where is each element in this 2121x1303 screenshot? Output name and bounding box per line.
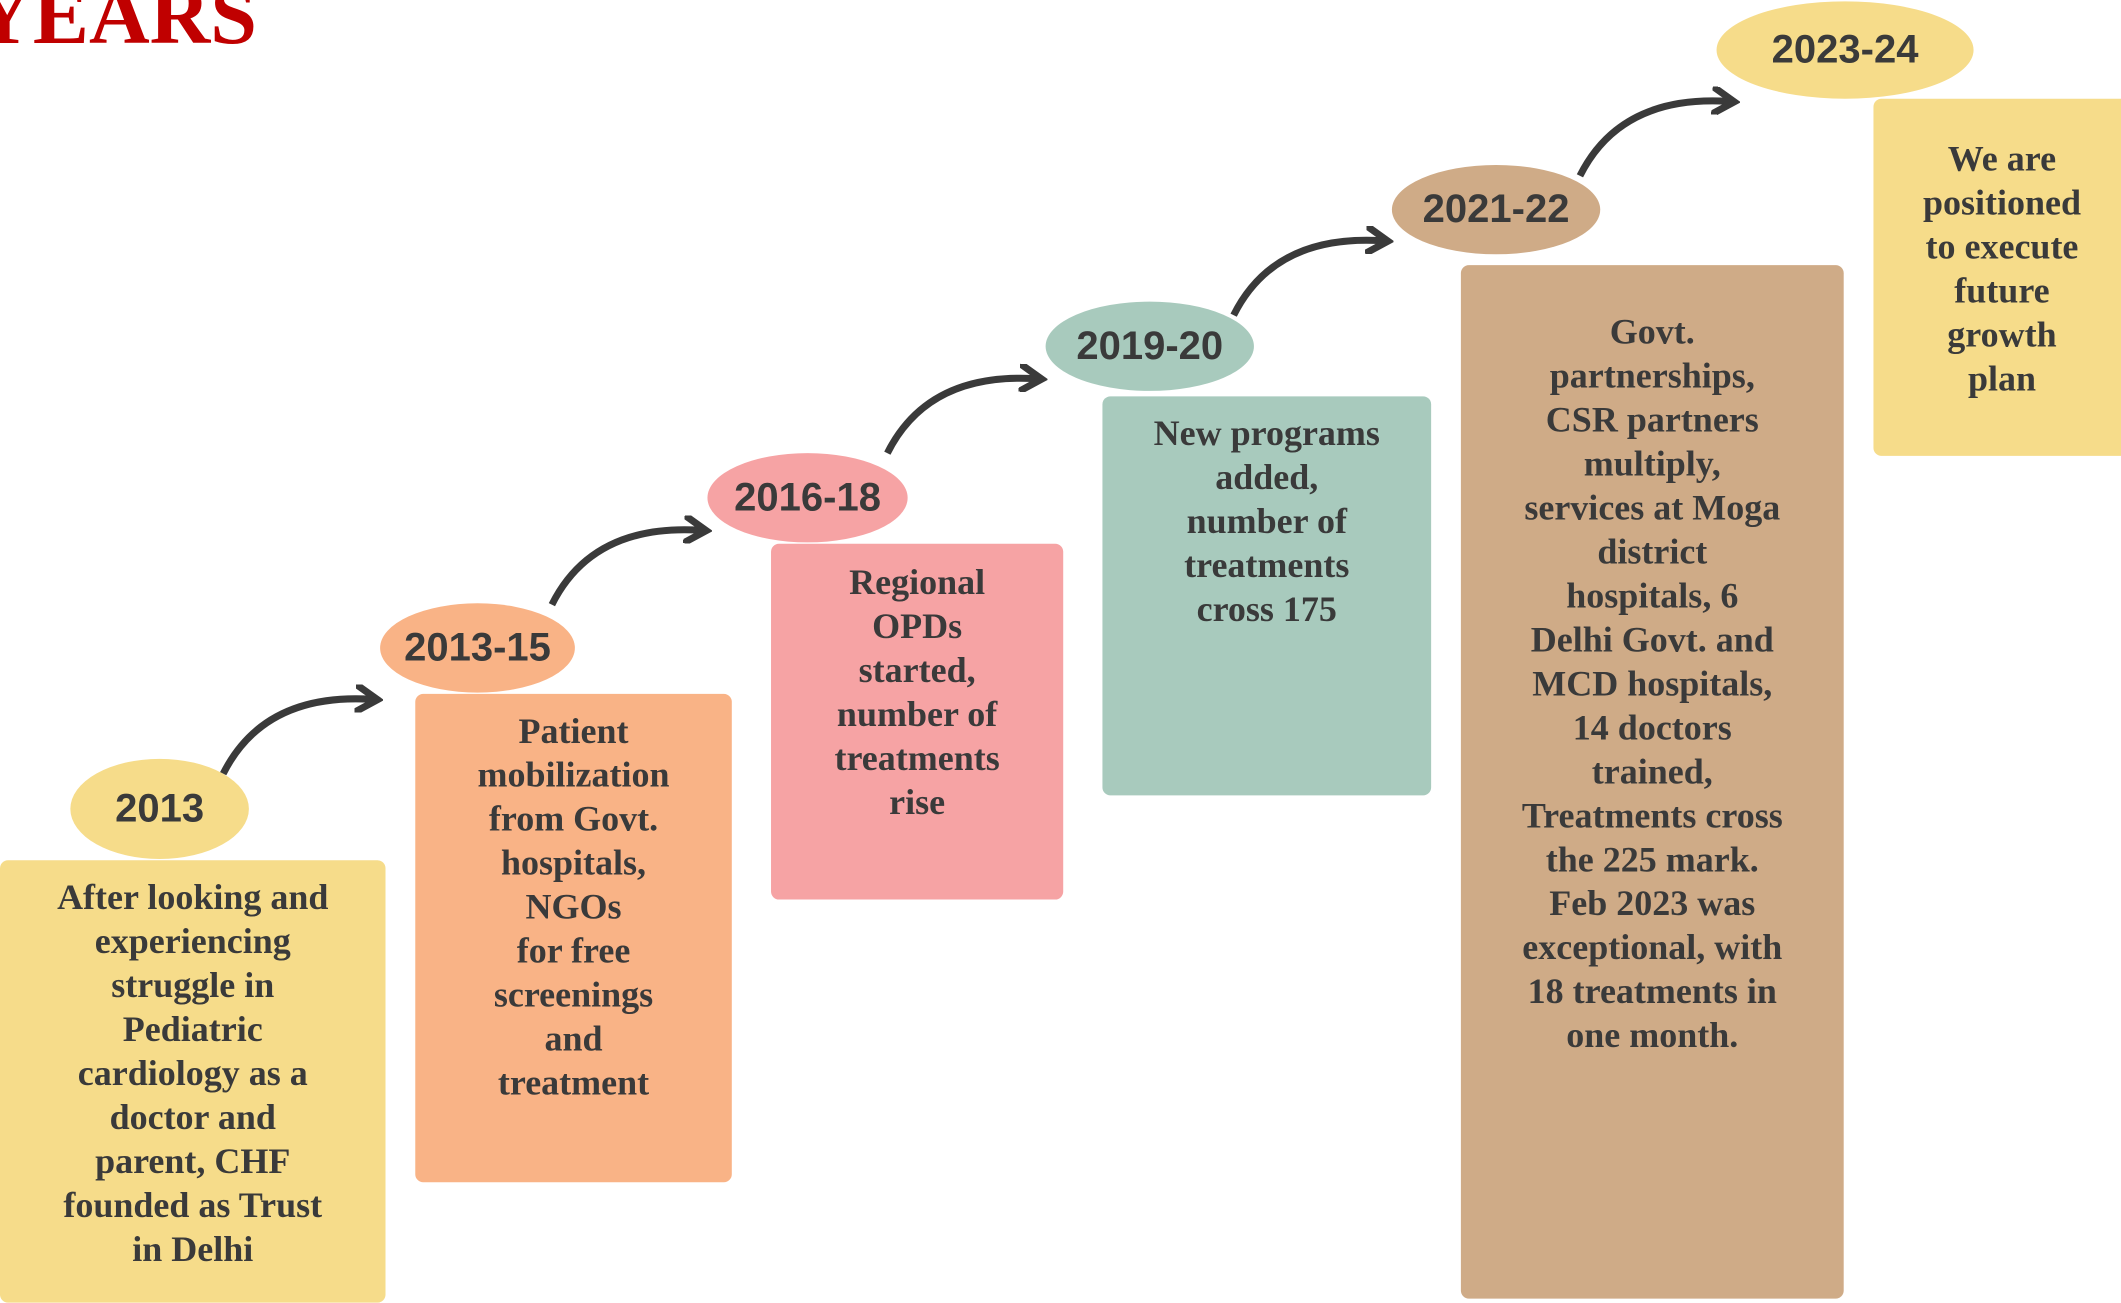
step-text: CSR partners — [1546, 400, 1759, 440]
step-text: founded as Trust — [63, 1185, 322, 1225]
step-box — [1102, 396, 1432, 796]
year-label: 2016-18 — [734, 475, 881, 519]
step-text: plan — [1968, 358, 2036, 398]
year-badge — [1045, 301, 1254, 391]
step-text: exceptional, with — [1522, 927, 1782, 967]
step-box — [415, 693, 732, 1183]
year-label: 2013 — [115, 786, 204, 830]
step-box — [1460, 265, 1844, 1299]
step-text: treatments — [834, 738, 999, 778]
step-text: New programs — [1154, 413, 1380, 453]
year-badge — [1391, 165, 1601, 255]
step-text: hospitals, — [501, 843, 646, 883]
step-text: number of — [837, 694, 998, 734]
step-text: multiply, — [1584, 444, 1721, 484]
step-text: services at Moga — [1524, 488, 1780, 528]
step-text: from Govt. — [489, 799, 658, 839]
step-text: MCD hospitals, — [1532, 663, 1772, 703]
step-text: screenings — [494, 975, 653, 1015]
step-text: to execute — [1926, 227, 2079, 267]
step-text: Pediatric — [123, 1009, 263, 1049]
step-box — [1873, 98, 2121, 456]
year-badge — [707, 453, 908, 543]
step-text: partnerships, — [1550, 356, 1755, 396]
step-text: and — [545, 1019, 603, 1059]
arrow — [1576, 101, 1729, 178]
step-text: treatments — [1184, 545, 1349, 585]
step-text: future — [1954, 270, 2049, 310]
step-text: OPDs — [872, 606, 962, 646]
step-text: number of — [1187, 501, 1348, 541]
step-text: treatment — [498, 1062, 649, 1102]
step-text: added, — [1215, 457, 1318, 497]
year-badge — [380, 603, 575, 693]
step-text: parent, CHF — [95, 1141, 290, 1181]
step-text: Govt. — [1610, 312, 1695, 352]
step-text: one month. — [1566, 1015, 1738, 1055]
year-label: 2019-20 — [1076, 324, 1223, 368]
year-badge — [1716, 1, 1974, 99]
step-text: Delhi Govt. and — [1531, 619, 1774, 659]
arrow — [884, 378, 1036, 455]
step-text: hospitals, 6 — [1566, 576, 1738, 616]
step-text: Feb 2023 was — [1549, 883, 1755, 923]
step-text: We are — [1948, 139, 2056, 179]
step-text: started, — [859, 650, 976, 690]
step-text: 14 doctors — [1573, 707, 1732, 747]
year-label: 2021-22 — [1423, 187, 1570, 231]
step-text: Patient — [519, 711, 629, 751]
title: YEARS — [0, 0, 257, 62]
step-text: trained, — [1592, 751, 1713, 791]
step-text: growth — [1947, 314, 2056, 354]
year-label: 2013-15 — [404, 625, 551, 669]
step-text: struggle in — [111, 965, 274, 1005]
arrow — [1230, 240, 1383, 317]
step-box — [0, 860, 386, 1303]
step-text: district — [1597, 532, 1707, 572]
step-text: experiencing — [95, 921, 291, 961]
step-text: After looking and — [57, 877, 328, 917]
arrow — [220, 699, 372, 776]
step-box — [771, 543, 1064, 900]
step-text: cross 175 — [1197, 589, 1337, 629]
year-label: 2023-24 — [1772, 28, 1920, 72]
step-text: positioned — [1923, 183, 2081, 223]
step-text: for free — [517, 931, 631, 971]
step-text: NGOs — [526, 887, 622, 927]
step-text: doctor and — [110, 1097, 276, 1137]
step-text: in Delhi — [132, 1229, 253, 1269]
step-text: the 225 mark. — [1546, 839, 1759, 879]
step-text: mobilization — [478, 755, 670, 795]
step-text: cardiology as a — [78, 1053, 308, 1093]
year-badge — [70, 758, 249, 859]
arrow — [548, 530, 701, 607]
step-text: rise — [889, 782, 945, 822]
step-text: Treatments cross — [1522, 795, 1783, 835]
step-text: 18 treatments in — [1528, 971, 1777, 1011]
step-text: Regional — [849, 562, 985, 602]
